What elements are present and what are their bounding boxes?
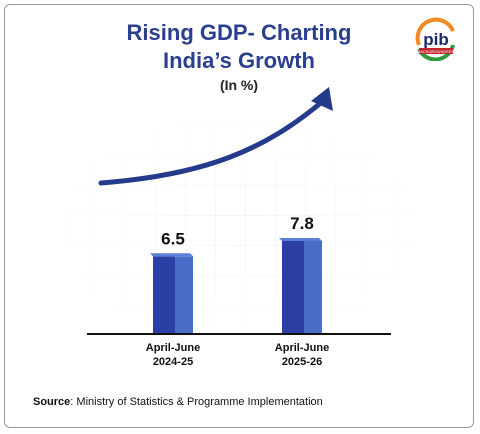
source-text: : Ministry of Statistics & Programme Imp… <box>70 396 323 408</box>
infographic-card: Rising GDP- Charting India’s Growth (In … <box>4 4 474 428</box>
source-note: Source: Ministry of Statistics & Program… <box>33 396 323 408</box>
bar-value-label: 7.8 <box>290 214 314 233</box>
bar-front-face <box>153 256 175 333</box>
unit-label: (In %) <box>219 77 259 93</box>
grid-fade <box>45 95 435 335</box>
bar-2 <box>279 237 322 333</box>
bar-side-face <box>304 240 322 333</box>
bar-top-cap <box>150 253 193 257</box>
bar-front-face <box>282 240 304 333</box>
chart-title-line1: Rising GDP- Charting <box>126 20 352 45</box>
bar-value-label: 6.5 <box>161 229 185 248</box>
logo-text: pib <box>423 30 449 49</box>
source-label: Source <box>33 396 71 408</box>
bar-chart: 6.5 7.8 April-June 2024-25 April-June 2025-2… <box>45 87 435 368</box>
x-tick-label: 2024-25 <box>153 356 193 368</box>
x-tick-label: 2025-26 <box>282 356 322 368</box>
pib-logo-icon: pib BACKGROUNDERS <box>415 17 455 61</box>
bar-side-face <box>175 256 193 333</box>
x-tick-label: April-June <box>146 342 200 354</box>
x-tick-label: April-June <box>275 342 329 354</box>
bar-1 <box>150 253 193 333</box>
trend-arrowhead-icon <box>311 87 333 111</box>
chart-title-line2: India’s Growth <box>163 48 315 73</box>
trend-arrow-icon <box>98 98 326 186</box>
bar-top-cap <box>279 237 322 241</box>
logo-subtext: BACKGROUNDERS <box>418 49 455 54</box>
